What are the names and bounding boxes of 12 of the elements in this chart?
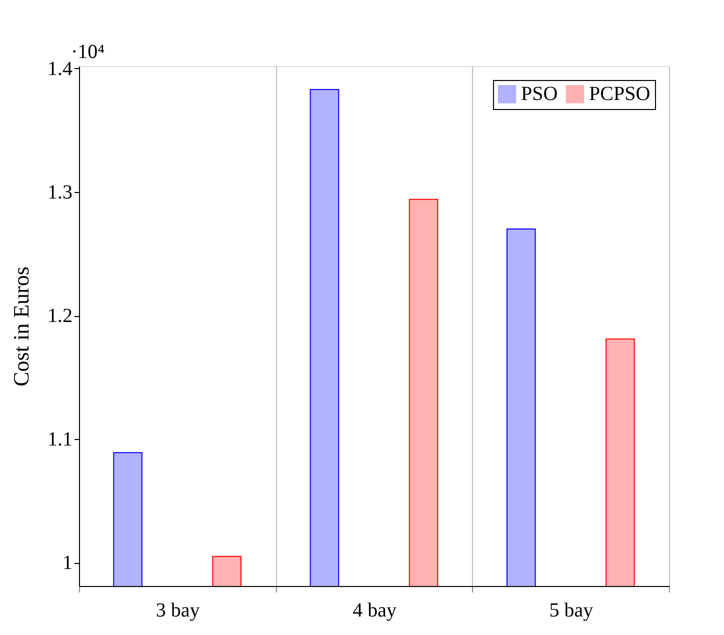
y-tick-label: 1.3: [48, 181, 72, 204]
x-tick-label: 3 bay: [156, 600, 200, 622]
text: ·10⁴: [71, 41, 105, 63]
y-tick-label: 1: [62, 552, 72, 574]
y-axis-title: Cost in Euros: [8, 266, 34, 386]
y-tick-label: 1.4: [48, 58, 72, 80]
y-tick-label: 1.1: [48, 428, 72, 451]
y-tick-label: 1.2: [48, 305, 72, 327]
legend-label: PSO: [521, 83, 558, 106]
legend-label: PCPSO: [589, 83, 650, 106]
x-tick-label: 5 bay: [549, 600, 594, 622]
x-tick-label: 4 bay: [352, 600, 396, 622]
